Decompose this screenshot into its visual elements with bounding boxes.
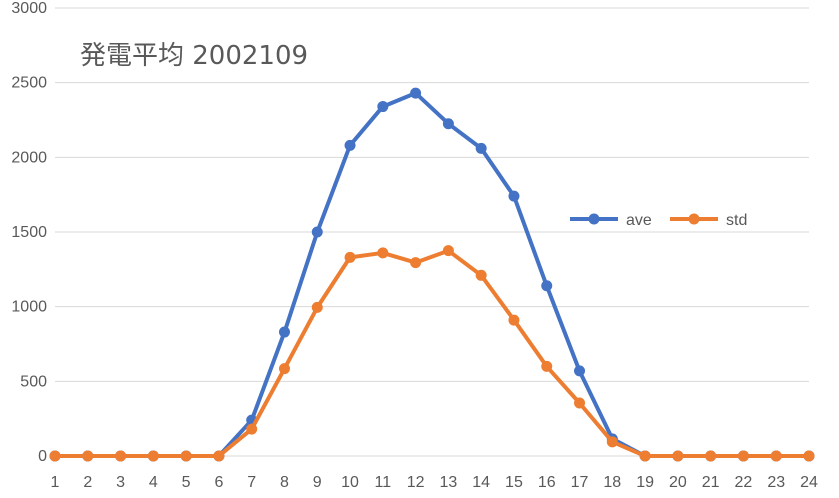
legend-item-ave: ave — [570, 212, 652, 229]
x-tick-label: 22 — [735, 474, 753, 491]
x-tick-label: 6 — [214, 474, 223, 491]
data-point-std — [770, 450, 782, 462]
legend-label-ave: ave — [626, 212, 652, 229]
gridlines — [55, 7, 809, 457]
data-point-std — [541, 360, 553, 372]
x-tick-label: 3 — [116, 474, 125, 491]
x-tick-label: 23 — [767, 474, 785, 491]
x-tick-label: 19 — [636, 474, 654, 491]
x-tick-label: 15 — [505, 474, 523, 491]
x-tick-label: 1 — [51, 474, 60, 491]
data-point-std — [311, 301, 323, 313]
y-tick-label: 2000 — [11, 149, 47, 166]
series-layer — [49, 87, 815, 462]
data-point-std — [147, 450, 159, 462]
legend-item-std: std — [670, 212, 747, 229]
x-tick-label: 2 — [83, 474, 92, 491]
data-point-ave — [574, 365, 586, 377]
series-std — [49, 245, 815, 462]
x-tick-label: 9 — [313, 474, 322, 491]
data-point-ave — [508, 190, 520, 202]
data-point-std — [49, 450, 61, 462]
data-point-ave — [278, 326, 290, 338]
y-tick-label: 500 — [20, 373, 47, 390]
y-tick-label: 1500 — [11, 224, 47, 241]
series-line-ave — [53, 91, 811, 458]
x-tick-label: 17 — [571, 474, 589, 491]
x-tick-label: 18 — [603, 474, 621, 491]
data-point-std — [672, 450, 684, 462]
data-point-std — [639, 450, 651, 462]
data-point-std — [475, 269, 487, 281]
data-point-std — [246, 423, 258, 435]
y-axis-tick-labels: 0 500 1000 1500 2000 2500 3000 — [11, 0, 47, 465]
x-tick-label: 4 — [149, 474, 158, 491]
series-line-std — [53, 248, 811, 458]
x-tick-label: 14 — [472, 474, 490, 491]
data-point-ave — [475, 142, 487, 154]
data-point-ave — [377, 101, 389, 113]
x-tick-label: 21 — [702, 474, 720, 491]
data-point-ave — [344, 139, 356, 151]
x-tick-label: 24 — [800, 474, 818, 491]
data-point-std — [213, 450, 225, 462]
legend-marker-ave — [588, 213, 600, 225]
x-tick-label: 11 — [375, 474, 392, 491]
data-point-ave — [410, 87, 422, 99]
x-tick-label: 10 — [341, 474, 359, 491]
x-tick-label: 5 — [182, 474, 191, 491]
data-point-std — [278, 363, 290, 375]
data-point-ave — [541, 280, 553, 292]
x-tick-label: 12 — [407, 474, 425, 491]
data-point-std — [180, 450, 192, 462]
legend-label-std: std — [726, 212, 747, 229]
data-point-std — [377, 247, 389, 259]
data-point-std — [705, 450, 717, 462]
x-tick-label: 8 — [280, 474, 289, 491]
legend-marker-std — [688, 213, 700, 225]
chart-title: 発電平均 2002109 — [80, 41, 308, 71]
data-point-std — [574, 397, 586, 409]
x-tick-label: 16 — [538, 474, 556, 491]
y-tick-label: 1000 — [11, 299, 47, 316]
y-tick-label: 2500 — [11, 75, 47, 92]
x-axis-tick-labels: 1 2 3 4 5 6 7 8 9 10 11 12 13 14 15 16 17 18 19 20 21 22 23 24 — [51, 474, 818, 491]
y-tick-label: 0 — [38, 448, 47, 465]
data-point-std — [344, 251, 356, 263]
data-point-std — [410, 257, 422, 269]
series-ave — [49, 87, 815, 462]
data-point-std — [803, 450, 815, 462]
data-point-std — [442, 245, 454, 257]
data-point-std — [737, 450, 749, 462]
x-tick-label: 7 — [247, 474, 256, 491]
data-point-std — [508, 314, 520, 326]
data-point-std — [82, 450, 94, 462]
y-tick-label: 3000 — [11, 0, 47, 17]
data-point-ave — [442, 118, 454, 130]
legend: ave std — [570, 212, 747, 229]
x-tick-label: 13 — [439, 474, 457, 491]
data-point-ave — [311, 226, 323, 238]
x-tick-label: 20 — [669, 474, 687, 491]
data-point-std — [606, 436, 618, 448]
data-point-std — [115, 450, 127, 462]
